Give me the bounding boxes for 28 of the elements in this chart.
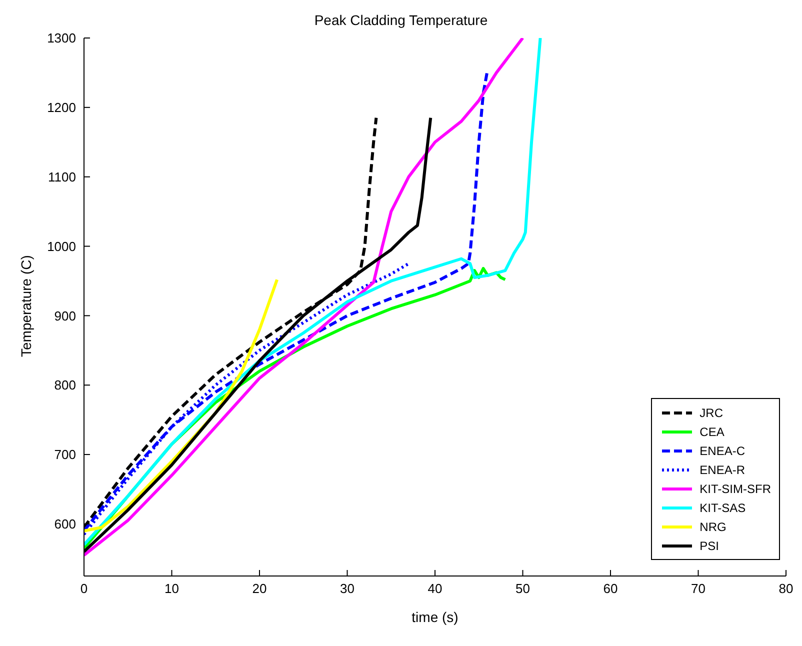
legend-label: PSI <box>700 538 719 552</box>
x-tick-label: 60 <box>603 581 618 596</box>
legend-label: ENEA-C <box>700 444 745 458</box>
y-tick-label: 800 <box>54 378 76 393</box>
y-tick-label: 1000 <box>47 238 76 254</box>
legend-label: KIT-SIM-SFR <box>700 482 771 496</box>
y-tick-label: 1100 <box>48 169 76 184</box>
y-tick-label: 600 <box>54 516 76 532</box>
legend-label: CEA <box>700 424 724 438</box>
x-tick-label: 50 <box>516 581 530 596</box>
legend-label: KIT-SAS <box>700 500 746 514</box>
x-tick-label: 40 <box>428 581 442 596</box>
x-tick-label: 70 <box>691 581 706 596</box>
legend-label: JRC <box>700 406 723 420</box>
x-tick-label: 80 <box>778 581 794 596</box>
y-tick-label: 1300 <box>47 30 76 46</box>
y-tick-label: 900 <box>54 308 76 324</box>
legend-label: ENEA-R <box>700 462 745 476</box>
x-axis-title: time (s) <box>412 609 458 625</box>
y-tick-label: 1200 <box>47 100 76 116</box>
legend-label: NRG <box>700 520 726 534</box>
x-tick-label: 0 <box>80 581 88 596</box>
chart-title: Peak Cladding Temperature <box>313 12 489 28</box>
x-tick-label: 30 <box>340 581 354 596</box>
x-tick-label: 10 <box>164 581 179 596</box>
y-tick-label: 700 <box>54 447 76 462</box>
y-axis-title: Temperature (C) <box>18 255 34 357</box>
x-tick-label: 20 <box>252 581 267 596</box>
